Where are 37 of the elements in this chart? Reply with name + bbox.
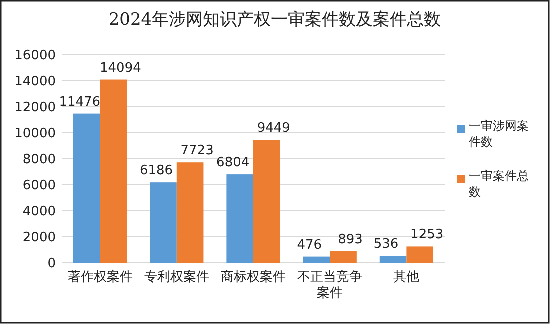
y-tick-label: 10000 [14, 126, 56, 142]
y-tick-label: 4000 [22, 204, 56, 220]
y-tick-label: 12000 [14, 100, 56, 116]
chart-title: 2024年涉网知识产权一审案件数及案件总数 [108, 10, 442, 30]
legend-label: 一审案件总数 [469, 169, 529, 199]
data-label: 893 [338, 232, 363, 248]
data-label: 14094 [100, 60, 142, 76]
bar [380, 256, 407, 263]
y-tick-label: 6000 [22, 178, 56, 194]
y-tick-label: 0 [48, 256, 56, 272]
x-tick-label: 其他 [394, 270, 420, 285]
data-label: 6804 [216, 156, 250, 171]
x-tick-label: 商标权案件 [221, 269, 286, 285]
bar [150, 182, 177, 263]
legend-label: 一审涉网案件数 [469, 119, 529, 149]
data-label: 1253 [410, 228, 444, 243]
bar [73, 114, 100, 263]
bar [406, 246, 434, 263]
x-tick-label: 不正当竞争案件 [298, 270, 363, 301]
x-tick-label: 著作权案件 [68, 269, 133, 285]
bar [254, 140, 280, 263]
y-tick-label: 2000 [22, 230, 56, 246]
y-tick-label: 14000 [14, 74, 56, 90]
data-label: 536 [374, 237, 399, 252]
bar [100, 80, 128, 263]
y-tick-label: 16000 [14, 48, 56, 64]
x-tick-label: 专利权案件 [144, 269, 210, 285]
data-label: 11476 [59, 94, 101, 110]
data-label: 7723 [180, 144, 214, 159]
bar [330, 251, 357, 263]
data-label: 9449 [257, 121, 290, 136]
data-label: 6186 [140, 164, 174, 179]
bar [226, 174, 254, 263]
bar [176, 162, 204, 263]
bar [303, 256, 330, 263]
y-tick-label: 8000 [22, 152, 56, 168]
data-label: 476 [297, 238, 322, 253]
